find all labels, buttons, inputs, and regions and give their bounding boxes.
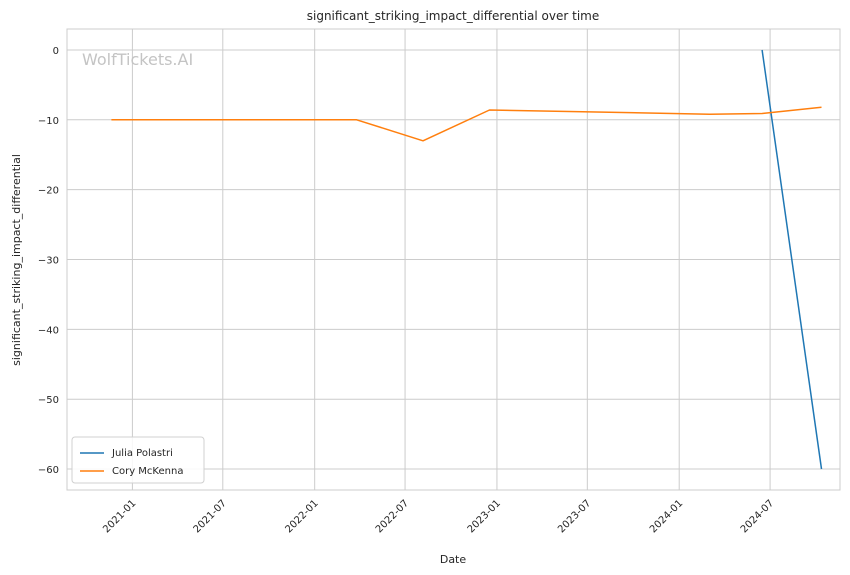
- y-tick-label: −20: [38, 186, 59, 197]
- y-tick-label: −60: [38, 465, 59, 476]
- y-tick-labels: 0 −10 −20 −30 −40 −50 −60: [38, 46, 59, 476]
- y-tick-label: −30: [38, 256, 59, 267]
- grid: [67, 29, 840, 490]
- series-line-cory-mckenna: [111, 106, 822, 142]
- y-axis-label: significant_striking_impact_differential: [10, 154, 23, 366]
- legend-label-cory-mckenna: Cory McKenna: [112, 466, 183, 477]
- legend-box: [71, 436, 205, 484]
- watermark: WolfTickets.AI: [82, 50, 193, 69]
- x-axis-label: Date: [440, 553, 467, 566]
- legend-label-julia-polastri: Julia Polastri: [111, 448, 173, 459]
- chart-title: significant_striking_impact_differential…: [307, 9, 599, 23]
- y-tick-label: −50: [38, 395, 59, 406]
- y-tick-label: −10: [38, 116, 59, 127]
- legend: Julia Polastri Cory McKenna: [71, 436, 205, 484]
- plot-frame: [66, 28, 841, 491]
- series-layer: [111, 49, 823, 470]
- series-line-julia-polastri: [761, 49, 823, 470]
- y-tick-label: −40: [38, 325, 59, 336]
- y-tick-label: 0: [53, 46, 59, 57]
